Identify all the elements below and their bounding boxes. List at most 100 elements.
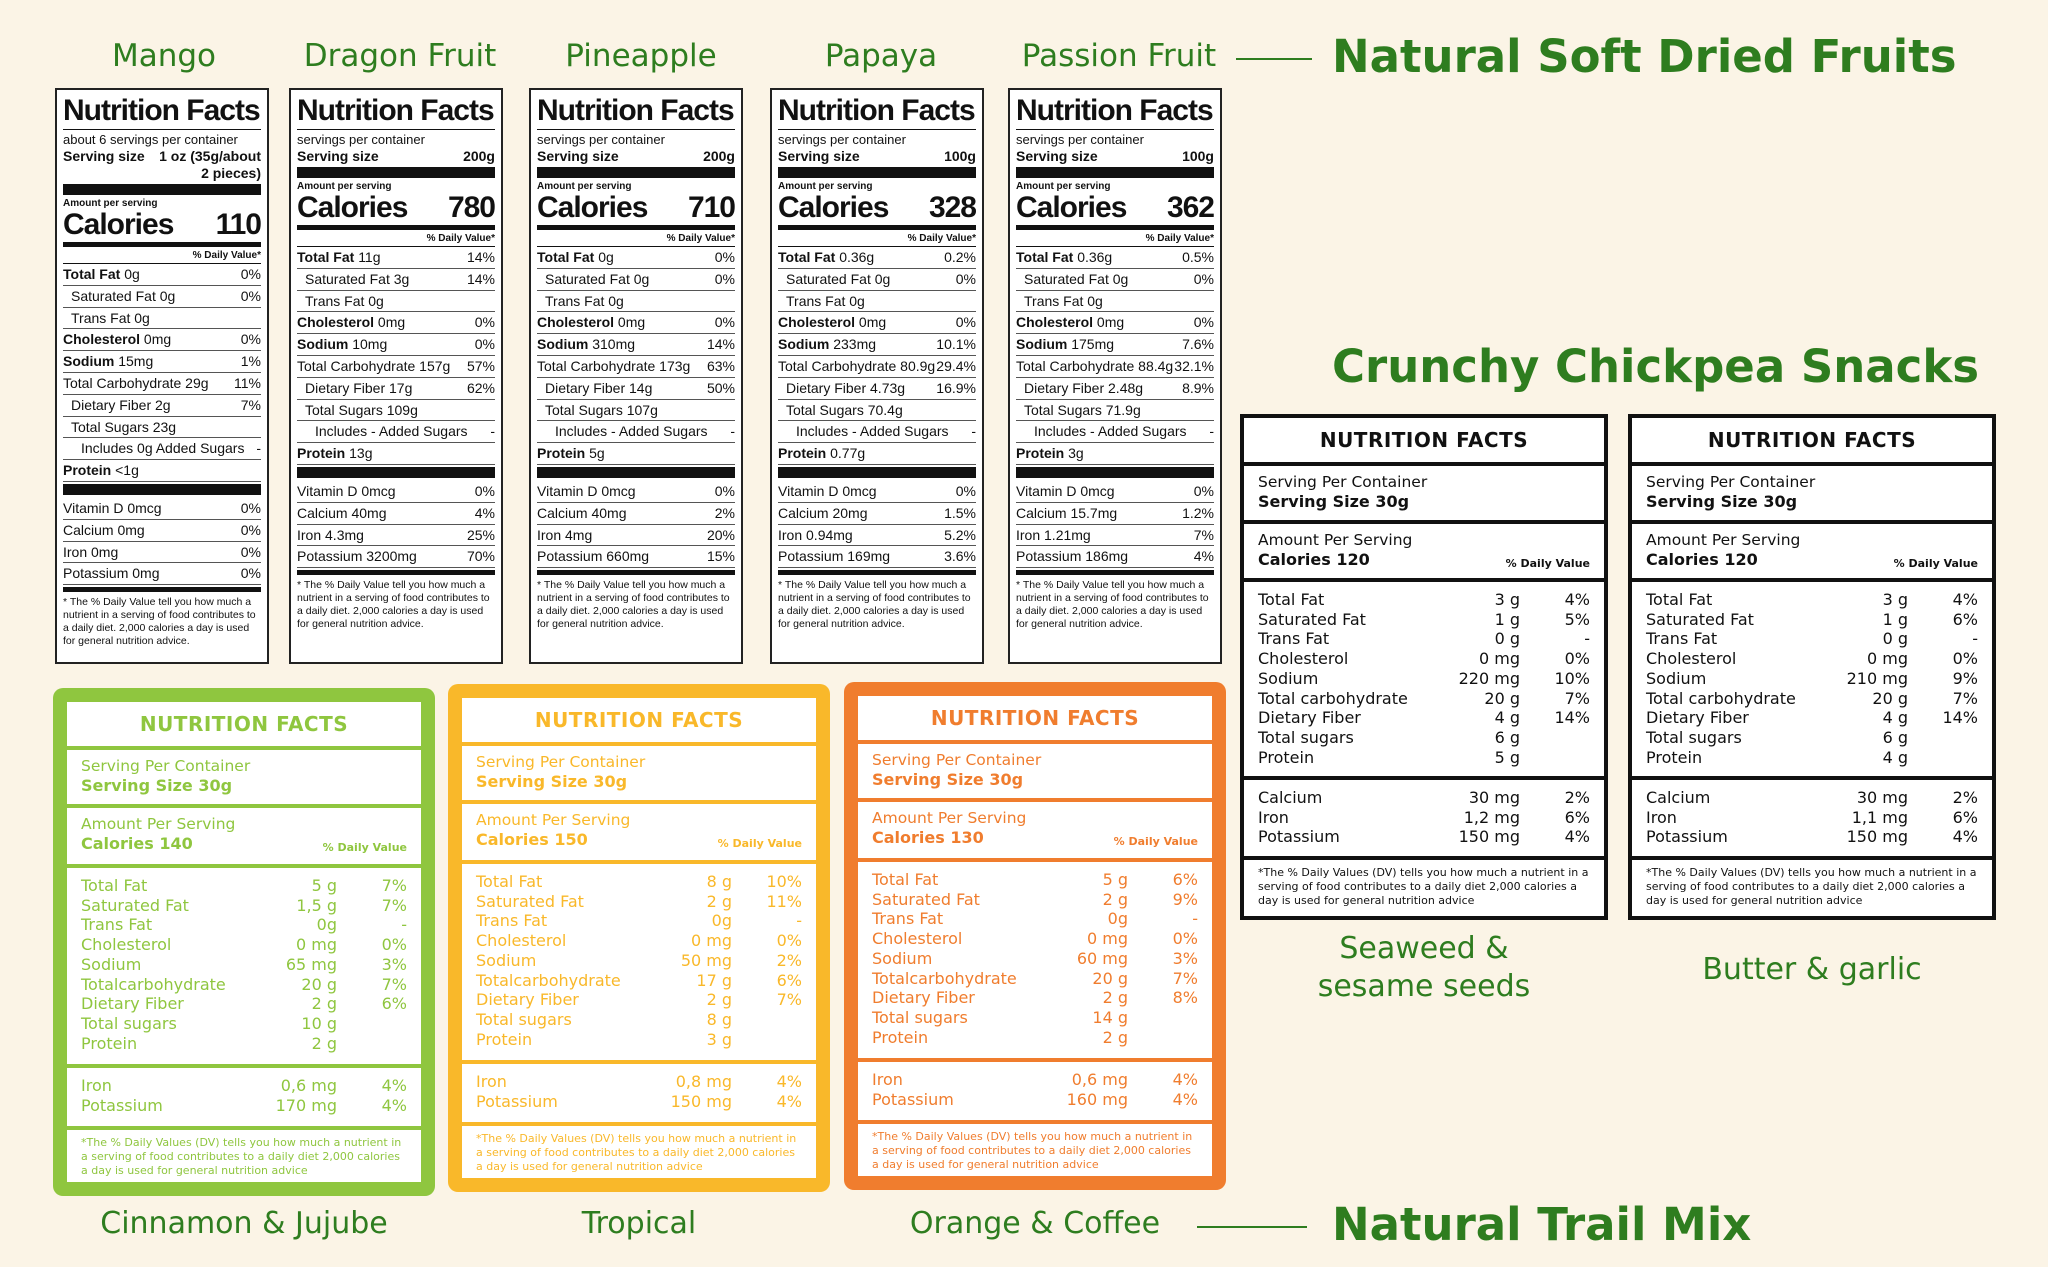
nutrient-row: Totalcarbohydrate 20 g 7% — [872, 969, 1198, 989]
mineral-daily-value: 0% — [955, 482, 976, 499]
nutrient-amount: 0 mg — [1866, 649, 1908, 669]
footnote: * The % Daily Value tell you how much a … — [63, 596, 256, 648]
nutrient-name: Sodium — [81, 954, 142, 974]
mineral-row: Potassium 170 mg 4% — [81, 1096, 407, 1116]
nutrient-daily-value: 3% — [381, 954, 407, 974]
nutrient-name: Total Fat 0.36g — [1016, 247, 1112, 268]
amount-per-serving: Amount per serving — [297, 181, 392, 192]
nutrition-label-passion-fruit: Nutrition Facts servings per container Ser… — [1008, 88, 1222, 664]
nutrient-row: Sodium 175mg 7.6% — [1016, 334, 1214, 356]
nutrient-amount: 8 g — [706, 1009, 732, 1029]
nutrient-name: Protein — [476, 1029, 533, 1049]
nutrient-amount: 3 g — [1494, 590, 1520, 609]
nutrients-section: Total Fat 5 g 7% Saturated Fat 1,5 g 7% Trans … — [67, 868, 421, 1068]
nutrient-name: Total carbohydrate — [1258, 688, 1408, 708]
servings-per-container: servings per container — [1016, 132, 1144, 147]
nutrient-daily-value: 10% — [1554, 668, 1590, 688]
nutrient-name: Total sugars — [81, 1013, 177, 1033]
nutrient-amount: 2 g — [1102, 1027, 1128, 1047]
mineral-amount: 160 mg — [1066, 1089, 1128, 1109]
nutrient-row: Saturated Fat 1,5 g 7% — [81, 896, 407, 916]
nutrient-label: Total Carbohydrate 80.9g — [778, 357, 936, 374]
mineral-name: Vitamin D 0mcg — [537, 482, 636, 499]
mineral-row: Potassium 160 mg 4% — [872, 1090, 1198, 1110]
nutrient-row: Saturated Fat 1 g 5% — [1258, 610, 1590, 630]
nutrient-label: Dietary Fiber 4.73g — [786, 379, 906, 396]
nutrient-name: Totalcarbohydrate — [476, 970, 621, 990]
nutrition-label-pineapple: Nutrition Facts servings per container Ser… — [529, 88, 743, 664]
nutrient-row: Dietary Fiber 2.48g 8.9% — [1016, 378, 1214, 400]
nutrient-daily-value: 11% — [234, 374, 261, 391]
trail-card-orange-coffee: NUTRITION FACTS Serving Per Container Serv… — [844, 682, 1226, 1190]
nutrient-daily-value: 7% — [240, 396, 261, 413]
nutrient-row: Total Carbohydrate 80.9g 29.4% — [778, 356, 976, 378]
calories-row: Calories 130 % Daily Value — [872, 828, 1198, 848]
nutrient-label: Includes - Added Sugars — [796, 423, 949, 440]
nutrient-row: Includes 0g Added Sugars - — [63, 438, 261, 461]
nutrient-row: Includes - Added Sugars - — [537, 421, 735, 444]
nutrient-daily-value: 0% — [955, 270, 976, 287]
medium-divider — [778, 225, 976, 230]
nutrient-row: Saturated Fat 1 g 6% — [1646, 610, 1978, 630]
nutrient-label: Sodium — [537, 336, 589, 353]
nutrition-label-papaya: Nutrition Facts servings per container Ser… — [770, 88, 984, 664]
footnote: * The % Daily Value tell you how much a … — [297, 579, 490, 631]
nutrient-row: Cholesterol 0 mg 0% — [476, 931, 802, 951]
mineral-name: Calcium 40mg — [297, 504, 387, 521]
footnote: *The % Daily Values (DV) tells you how m… — [1646, 866, 1977, 907]
serving-section: Serving Per Container Serving Size 30g — [1244, 466, 1604, 524]
card-inner: NUTRITION FACTS Serving Per Container Serv… — [854, 692, 1216, 1180]
serving-section: Serving Per Container Serving Size 30g — [858, 744, 1212, 802]
daily-value-header: % Daily Value* — [778, 232, 976, 247]
nutrient-row: Total Fat 5 g 7% — [81, 876, 407, 896]
calories-value: Calories 130 — [872, 828, 984, 847]
medium-divider — [63, 587, 261, 593]
servings-per-container: servings per container — [778, 132, 906, 147]
mineral-row: Potassium 3200mg 70% — [297, 546, 495, 569]
nutrient-daily-value: 2% — [776, 950, 802, 970]
calories-value: 328 — [928, 191, 977, 224]
nutrient-name: Total Fat — [872, 870, 939, 889]
nutrient-label: Saturated Fat 0g — [1024, 270, 1129, 287]
card-header: NUTRITION FACTS — [67, 702, 421, 750]
nutrient-row: Total Sugars 70.4g — [778, 400, 976, 422]
nutrient-name: Dietary Fiber — [1646, 708, 1749, 728]
nutrient-amount: 2 g — [311, 994, 337, 1014]
nutrient-amount: 220 mg — [1458, 668, 1520, 688]
nutrient-daily-value: 3% — [1172, 948, 1198, 968]
nutrient-amount: 0g — [124, 266, 140, 282]
nutrient-daily-value: 14% — [1554, 708, 1590, 728]
fruit-name-passion-fruit: Passion Fruit — [1021, 38, 1217, 74]
calories-section: Amount Per Serving Calories 120 % Daily Va… — [1632, 524, 1992, 582]
label-title: Nutrition Facts — [297, 93, 495, 130]
card-header: NUTRITION FACTS — [858, 696, 1212, 744]
serving-section: Serving Per Container Serving Size 30g — [462, 746, 816, 804]
card-inner: NUTRITION FACTS Serving Per Container Serv… — [1628, 414, 1996, 920]
nutrient-name: Dietary Fiber 14g — [545, 378, 652, 399]
nutrient-row: Dietary Fiber 4 g 14% — [1646, 708, 1978, 728]
nutrient-row: Cholesterol 0 mg 0% — [1258, 649, 1590, 669]
nutrient-amount: 5g — [589, 445, 605, 462]
nutrient-row: Trans Fat 0g - — [81, 915, 407, 935]
nutrient-name: Total sugars — [1258, 727, 1354, 747]
mineral-amount: 0,6 mg — [1071, 1070, 1128, 1089]
nutrient-row: Sodium 60 mg 3% — [872, 949, 1198, 969]
mineral-name: Iron 1.21mg — [1016, 526, 1091, 543]
amount-per-serving: Amount Per Serving — [476, 811, 631, 829]
mineral-daily-value: 4% — [474, 504, 495, 521]
nutrient-label: Protein — [63, 462, 112, 479]
mineral-row: Iron 1.21mg 7% — [1016, 525, 1214, 547]
nutrient-row: Dietary Fiber 2 g 8% — [872, 988, 1198, 1008]
nutrient-name: Total Sugars 107g — [545, 400, 658, 421]
nutrient-label: Dietary Fiber 2g — [71, 396, 171, 413]
nutrient-label: Sodium — [778, 336, 830, 353]
serving-size-value: 200g — [463, 148, 495, 164]
nutrient-label: Sodium — [63, 353, 115, 370]
medium-divider — [297, 570, 495, 576]
calories-value: 780 — [447, 191, 496, 224]
nutrient-amount: 20 g — [1092, 968, 1128, 988]
serving-size-row-2: 2 pieces) — [63, 165, 261, 182]
nutrient-name: Totalcarbohydrate — [81, 974, 226, 994]
nutrient-amount: 2 g — [1102, 889, 1128, 909]
serving-size: Serving Size 30g — [1646, 492, 1798, 511]
